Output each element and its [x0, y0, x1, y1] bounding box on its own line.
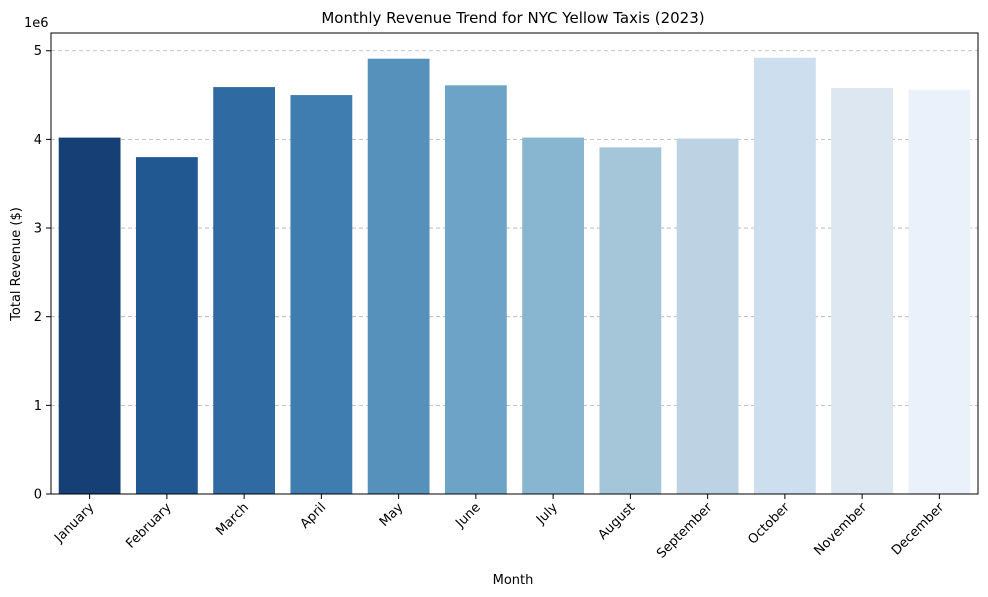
x-tick-label: July	[533, 500, 561, 528]
bar	[367, 58, 430, 494]
bar	[444, 85, 507, 494]
y-tick-label: 3	[34, 222, 42, 237]
y-tick-label: 5	[34, 44, 42, 59]
bar	[676, 138, 739, 494]
y-offset-label: 1e6	[24, 16, 49, 31]
bar	[908, 89, 971, 494]
plot-frame	[50, 32, 979, 495]
y-tick-label: 4	[34, 133, 42, 148]
x-tick-label: January	[51, 500, 97, 546]
x-tick-label: October	[745, 500, 793, 548]
y-tick-label: 1	[34, 399, 42, 414]
y-axis-label: Total Revenue ($)	[9, 207, 24, 322]
bar	[753, 57, 816, 494]
x-tick-label: April	[298, 500, 330, 532]
bar	[831, 87, 894, 494]
y-gridlines	[51, 50, 978, 406]
x-tick-label: March	[213, 500, 252, 539]
bar	[58, 137, 121, 494]
x-tick-label: June	[452, 500, 483, 531]
x-tick-label: November	[812, 500, 871, 559]
x-tick-label: December	[889, 500, 948, 559]
x-tick-label: February	[123, 500, 175, 552]
x-axis-ticks: January February March April May June July Augu…	[51, 494, 948, 562]
chart-title: Monthly Revenue Trend for NYC Yellow Tax…	[321, 9, 704, 27]
bar	[135, 157, 198, 494]
y-tick-label: 2	[34, 310, 42, 325]
x-tick-label: September	[654, 500, 716, 562]
y-axis-ticks: 0 1 2 3 4 5	[34, 44, 51, 503]
bars	[58, 57, 971, 495]
x-axis-label: Month	[493, 573, 534, 588]
bar	[290, 95, 353, 495]
x-tick-label: May	[377, 500, 407, 530]
bar	[522, 137, 585, 494]
x-tick-label: August	[595, 500, 638, 543]
bar	[599, 147, 662, 494]
y-tick-label: 0	[34, 488, 42, 503]
bar	[213, 87, 276, 494]
